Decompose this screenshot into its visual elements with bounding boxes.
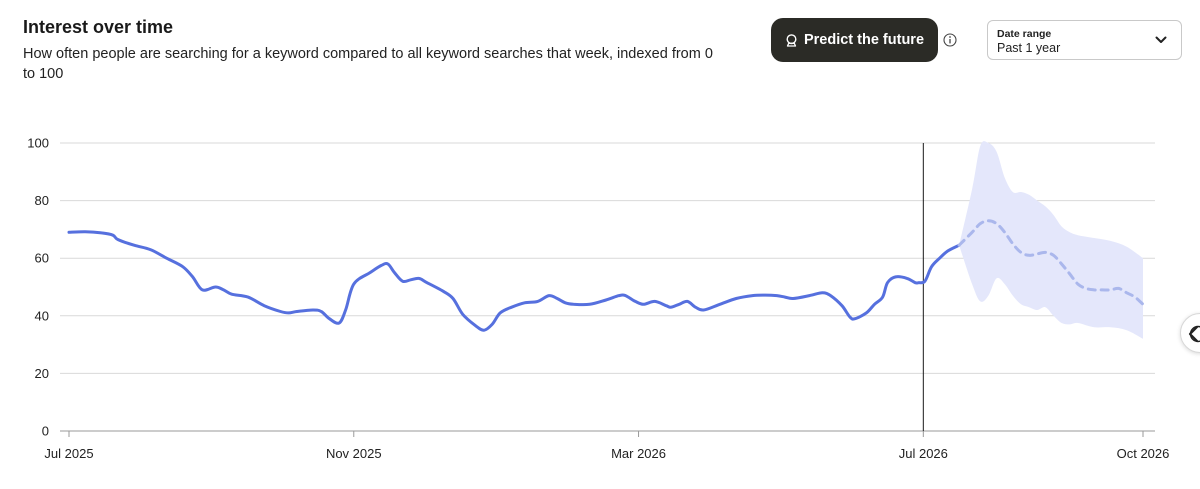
chevron-down-icon [1155,36,1167,43]
x-tick-label: Jul 2025 [44,446,93,461]
date-range-label: Date range [997,28,1052,40]
y-tick-label: 60 [35,251,49,266]
date-range-value: Past 1 year [997,41,1061,55]
chart-title: Interest over time [23,17,174,37]
y-tick-label: 40 [35,308,49,323]
x-tick-label: Oct 2026 [1117,446,1170,461]
y-tick-label: 80 [35,193,49,208]
x-tick-label: Jul 2026 [899,446,948,461]
x-tick-label: Mar 2026 [611,446,666,461]
predict-button-label: Predict the future [803,32,925,48]
y-tick-label: 100 [27,136,49,151]
info-icon[interactable] [943,33,957,47]
predict-the-future-button[interactable]: Predict the future [771,18,938,62]
y-tick-labels: 0 20 40 60 80 100 [27,136,49,439]
chevron-left-icon [1188,325,1200,343]
crystal-ball-icon [785,33,798,47]
forecast-band-layer [959,141,1143,339]
x-tick-labels: Jul 2025 Nov 2025 Mar 2026 Jul 2026 Oct 2026 [44,431,1169,461]
chart-subtitle: How often people are searching for a key… [23,46,713,82]
date-range-select[interactable]: Date range Past 1 year [987,20,1182,60]
forecast-line [957,219,1145,306]
x-tick-label: Nov 2025 [326,446,382,461]
forecast-band [959,141,1143,339]
interest-line [67,230,961,332]
y-tick-label: 0 [42,424,49,439]
series-layer [67,219,1145,332]
y-tick-label: 20 [35,366,49,381]
